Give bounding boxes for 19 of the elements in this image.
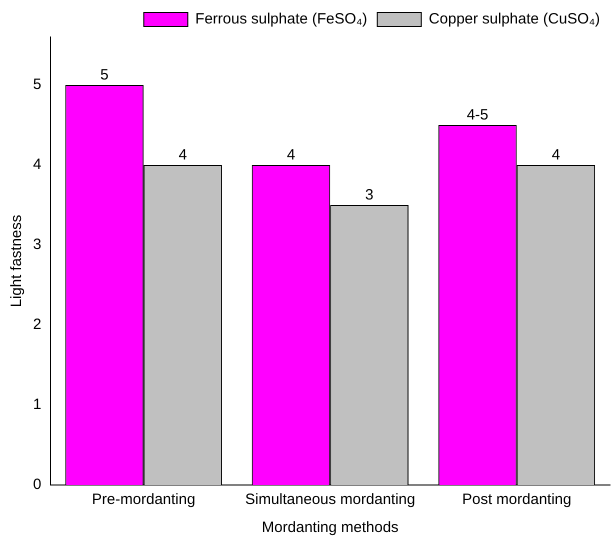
y-tick-label: 2 bbox=[33, 316, 42, 334]
data-label: 4 bbox=[286, 146, 296, 164]
data-label: 4 bbox=[552, 146, 560, 164]
x-tick-label: Post mordanting bbox=[462, 491, 572, 508]
legend-label: Ferrous sulphate (FeSO₄) bbox=[195, 10, 368, 28]
x-tick-label: Pre-mordanting bbox=[92, 491, 196, 508]
data-label: 4-5 bbox=[466, 106, 488, 124]
y-axis-title: Light fastness bbox=[8, 214, 26, 308]
y-tick-label: 0 bbox=[33, 476, 42, 494]
data-label: 5 bbox=[100, 66, 109, 84]
data-label: 4 bbox=[178, 146, 187, 164]
y-tick-label: 3 bbox=[33, 236, 42, 254]
legend-label: Copper sulphate (CuSO₄) bbox=[428, 10, 600, 28]
y-tick-label: 1 bbox=[33, 396, 42, 414]
y-tick-label: 5 bbox=[33, 76, 42, 94]
data-label: 3 bbox=[365, 186, 374, 204]
x-tick-label: Simultaneous mordanting bbox=[245, 491, 416, 508]
y-tick-label: 4 bbox=[33, 156, 42, 174]
x-axis-title: Mordanting methods bbox=[262, 519, 399, 536]
